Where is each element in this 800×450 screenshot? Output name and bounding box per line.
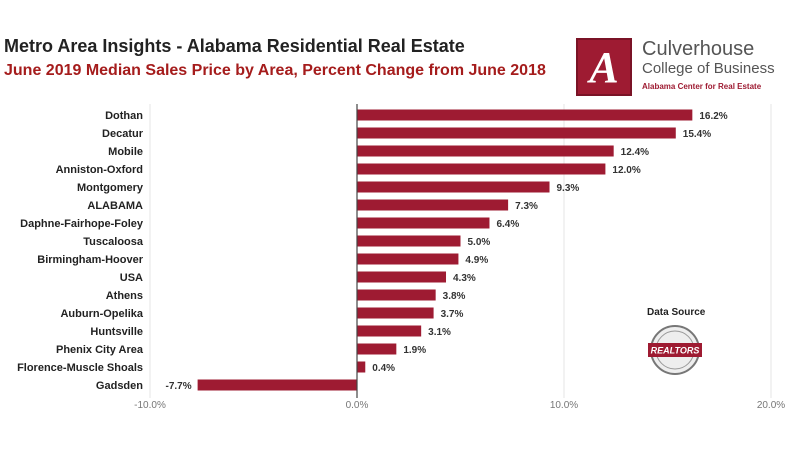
category-label: Huntsville (90, 326, 143, 338)
value-label: 4.9% (465, 255, 488, 266)
x-tick-label: 20.0% (757, 400, 785, 411)
bar (357, 109, 693, 121)
bar (357, 307, 434, 319)
value-label: 4.3% (453, 273, 476, 284)
chart-title: Metro Area Insights - Alabama Residentia… (4, 36, 465, 56)
data-source-label: Data Source (647, 307, 706, 318)
value-label: 6.4% (496, 219, 519, 230)
category-label: Dothan (105, 110, 143, 122)
category-label: ALABAMA (87, 200, 143, 212)
category-label: Montgomery (77, 182, 144, 194)
logo-college: College of Business (642, 60, 775, 77)
bar (357, 127, 676, 139)
category-label: Athens (106, 290, 143, 302)
category-label: Mobile (108, 146, 143, 158)
logo-center: Alabama Center for Real Estate (642, 82, 762, 91)
bar (357, 145, 614, 157)
bar (357, 271, 447, 283)
category-label: Daphne-Fairhope-Foley (20, 218, 144, 230)
value-label: 0.4% (372, 363, 395, 374)
realtors-badge-text: REALTORS (651, 346, 700, 356)
bar (357, 181, 550, 193)
category-label: Gadsden (96, 380, 143, 392)
category-label: Anniston-Oxford (56, 164, 143, 176)
bar (357, 361, 366, 373)
bar (357, 343, 397, 355)
category-label: USA (120, 272, 143, 284)
bar (357, 217, 490, 229)
value-label: 16.2% (699, 111, 727, 122)
realtors-seal-icon: REALTORS (648, 325, 702, 375)
alabama-a-logo-icon: A (576, 38, 632, 96)
bar (357, 325, 422, 337)
value-label: 5.0% (468, 237, 491, 248)
value-label: 15.4% (683, 129, 711, 140)
x-tick-label: 0.0% (346, 400, 369, 411)
bar (357, 289, 436, 301)
x-tick-label: 10.0% (550, 400, 578, 411)
value-label: 3.8% (443, 291, 466, 302)
value-label: 9.3% (557, 183, 580, 194)
value-label: 7.3% (515, 201, 538, 212)
culverhouse-logo: A Culverhouse College of Business Alabam… (576, 38, 800, 98)
value-label: 3.7% (441, 309, 464, 320)
logo-name: Culverhouse (642, 38, 755, 60)
bar (357, 199, 509, 211)
logo-letter: A (589, 42, 619, 92)
chart-subtitle: June 2019 Median Sales Price by Area, Pe… (4, 62, 546, 79)
bar (357, 235, 461, 247)
value-label: 12.0% (612, 165, 640, 176)
category-label: Tuscaloosa (83, 236, 144, 248)
x-tick-label: -10.0% (134, 400, 166, 411)
category-label: Auburn-Opelika (60, 308, 143, 320)
category-label: Phenix City Area (56, 344, 144, 356)
bar (197, 379, 357, 391)
category-label: Birmingham-Hoover (37, 254, 143, 266)
bar (357, 253, 459, 265)
value-label: 12.4% (621, 147, 649, 158)
value-label: -7.7% (165, 381, 191, 392)
value-label: 3.1% (428, 327, 451, 338)
category-label: Florence-Muscle Shoals (17, 362, 143, 374)
value-label: 1.9% (403, 345, 426, 356)
category-label: Decatur (102, 128, 144, 140)
bar (357, 163, 606, 175)
